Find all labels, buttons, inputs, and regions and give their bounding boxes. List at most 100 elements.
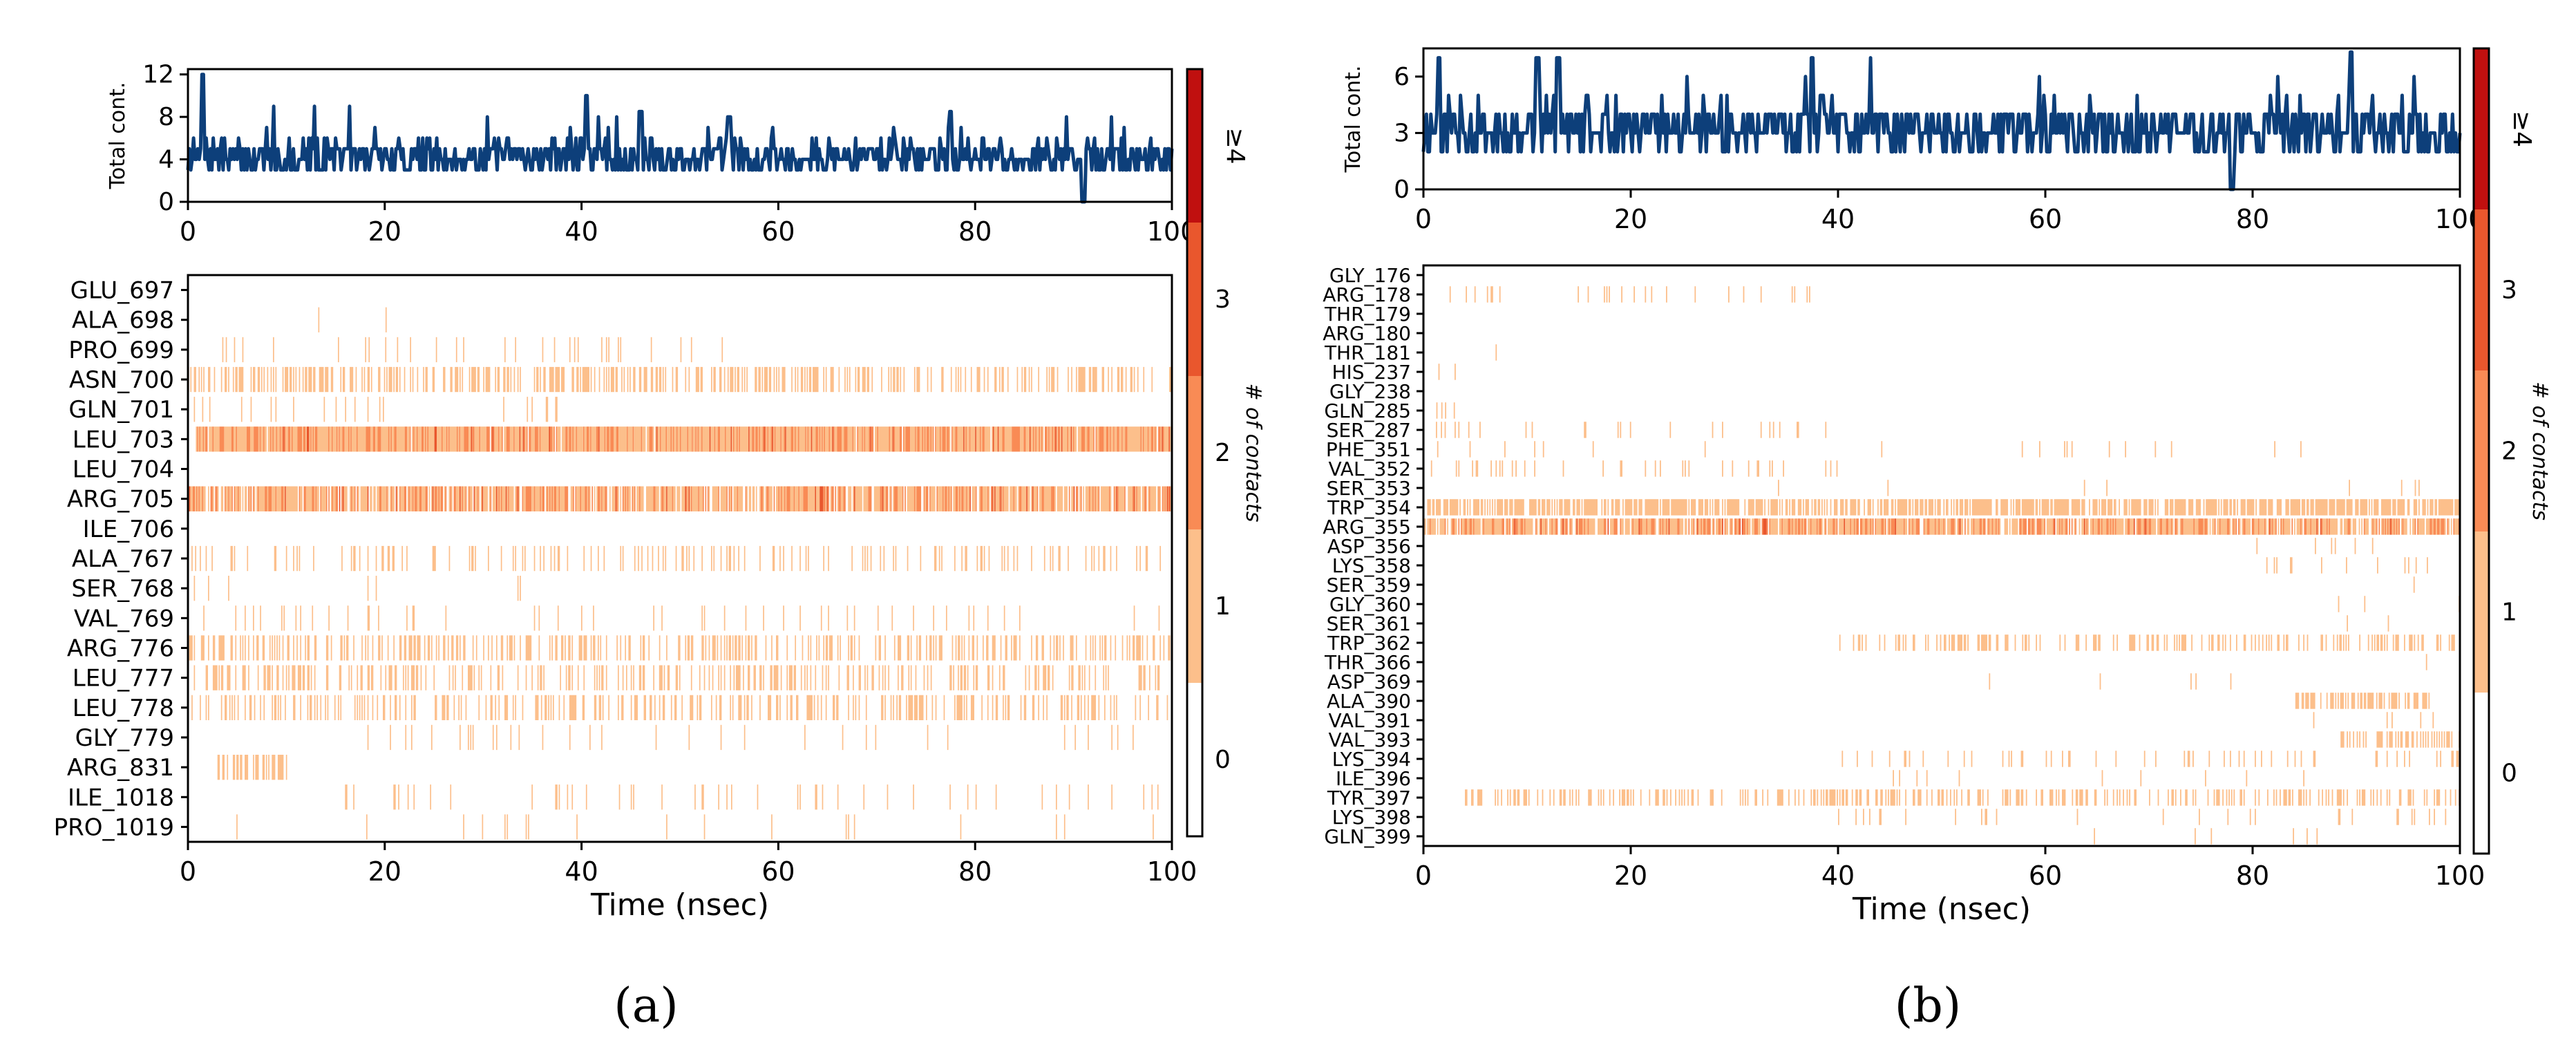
- contact-mark: [417, 635, 421, 661]
- contact-mark: [1074, 426, 1077, 452]
- contact-mark: [1985, 809, 1987, 825]
- contact-mark: [591, 426, 596, 452]
- contact-mark: [496, 724, 498, 751]
- contact-mark: [893, 486, 894, 511]
- contact-mark: [419, 486, 422, 511]
- contact-mark: [1884, 499, 1889, 516]
- contact-mark: [967, 486, 970, 511]
- contact-mark: [848, 814, 849, 840]
- contact-mark: [2151, 634, 2154, 651]
- contact-mark: [1539, 518, 1541, 535]
- contact-mark: [1001, 366, 1004, 393]
- contact-mark: [835, 486, 837, 511]
- contact-mark: [200, 545, 201, 572]
- contact-mark: [1627, 789, 1629, 806]
- panel-a-residue-label: ARG_776: [67, 634, 174, 662]
- contact-mark: [211, 545, 213, 572]
- panel-a-colorbar-segment: [1187, 69, 1202, 223]
- contact-mark: [2141, 518, 2144, 535]
- contact-mark: [1043, 486, 1052, 511]
- contact-mark: [1536, 518, 1538, 535]
- contact-mark: [1032, 426, 1034, 452]
- contact-mark: [2184, 751, 2186, 767]
- contact-mark: [580, 486, 581, 511]
- contact-mark: [445, 605, 447, 631]
- contact-mark: [600, 635, 602, 661]
- contact-mark: [913, 366, 916, 393]
- contact-mark: [1721, 518, 1722, 535]
- contact-mark: [514, 426, 520, 452]
- contact-mark: [348, 665, 350, 690]
- contact-mark: [2170, 499, 2174, 516]
- panel-a-heatmap-row-pro_1019: [236, 814, 1154, 840]
- contact-mark: [949, 784, 951, 810]
- contact-mark: [1162, 426, 1164, 452]
- panel-b-colorbar-label: # of contacts: [2528, 382, 2552, 520]
- contact-mark: [916, 635, 918, 661]
- contact-mark: [858, 635, 860, 661]
- contact-mark: [618, 337, 619, 363]
- contact-mark: [2108, 441, 2110, 458]
- contact-mark: [277, 426, 280, 452]
- contact-mark: [628, 635, 631, 661]
- contact-mark: [561, 366, 565, 393]
- contact-mark: [902, 486, 904, 511]
- contact-mark: [1575, 518, 1577, 535]
- contact-mark: [1845, 789, 1848, 806]
- contact-mark: [2418, 499, 2420, 516]
- contact-mark: [2327, 518, 2329, 535]
- contact-mark: [2233, 789, 2235, 806]
- contact-mark: [2149, 789, 2150, 806]
- contact-mark: [524, 545, 526, 572]
- contact-mark: [1581, 499, 1583, 516]
- contact-mark: [817, 426, 820, 452]
- contact-mark: [1654, 460, 1656, 477]
- contact-mark: [1701, 518, 1703, 535]
- contact-mark: [2040, 789, 2043, 806]
- contact-mark: [1513, 789, 1516, 806]
- contact-mark: [208, 486, 209, 511]
- contact-mark: [414, 426, 417, 452]
- contact-mark: [477, 486, 479, 511]
- contact-mark: [549, 366, 554, 393]
- contact-mark: [361, 366, 363, 393]
- contact-mark: [1459, 499, 1461, 516]
- contact-mark: [1515, 518, 1518, 535]
- contact-mark: [692, 486, 699, 511]
- contact-mark: [1834, 499, 1838, 516]
- contact-mark: [450, 784, 452, 810]
- contact-mark: [2220, 499, 2222, 516]
- contact-mark: [569, 426, 571, 452]
- panel-b-residue-label: GLY_176: [1329, 264, 1411, 287]
- contact-mark: [489, 486, 491, 511]
- contact-mark: [1587, 286, 1589, 303]
- contact-mark: [764, 426, 765, 452]
- panel-b-heatmap-row-gly_360: [2338, 596, 2460, 612]
- contact-mark: [1461, 518, 1462, 535]
- panel-b-total-contacts-line: [1421, 50, 2462, 191]
- panel-b-residue-label: THR_179: [1324, 303, 1411, 326]
- contact-mark: [2179, 634, 2180, 651]
- contact-mark: [1877, 499, 1879, 516]
- contact-mark: [601, 486, 603, 511]
- contact-mark: [1124, 486, 1126, 511]
- contact-mark: [1559, 789, 1562, 806]
- contact-mark: [526, 426, 528, 452]
- contact-mark: [551, 635, 553, 661]
- contact-mark: [1137, 366, 1139, 393]
- contact-mark: [1875, 789, 1878, 806]
- contact-mark: [720, 545, 722, 572]
- contact-mark: [261, 426, 263, 452]
- contact-mark: [1007, 695, 1010, 720]
- contact-mark: [1779, 499, 1781, 516]
- contact-mark: [1511, 460, 1513, 477]
- contact-mark: [964, 426, 966, 452]
- contact-mark: [1053, 426, 1054, 452]
- contact-mark: [253, 635, 254, 661]
- contact-mark: [274, 426, 276, 452]
- contact-mark: [823, 366, 824, 393]
- contact-mark: [1658, 518, 1660, 535]
- contact-mark: [819, 426, 821, 452]
- contact-mark: [748, 426, 750, 452]
- contact-mark: [553, 486, 557, 511]
